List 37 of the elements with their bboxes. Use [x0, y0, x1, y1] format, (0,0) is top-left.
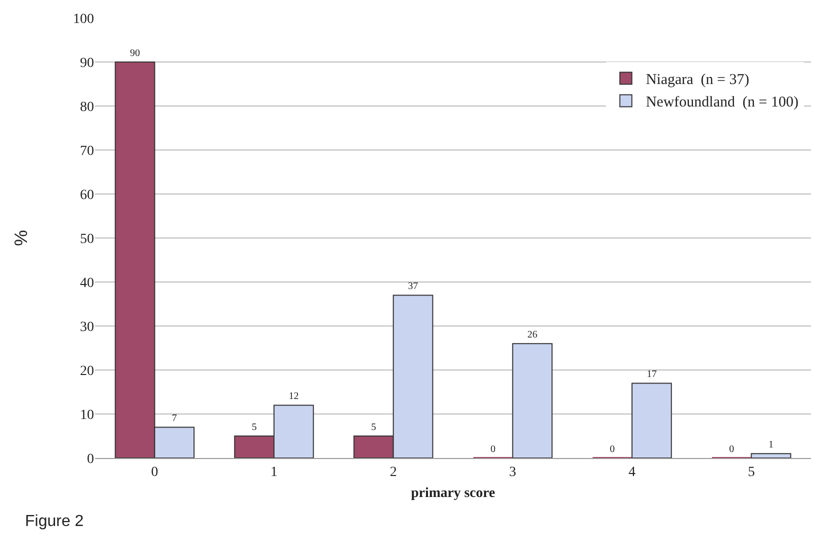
data-label: 0 — [729, 444, 734, 455]
bar — [632, 382, 672, 458]
x-tick-label: 4 — [628, 464, 636, 480]
y-tick-label: 60 — [80, 188, 94, 203]
data-label: 12 — [288, 391, 299, 402]
bar — [512, 343, 553, 458]
y-tick-label: 40 — [80, 276, 94, 291]
data-label: 0 — [610, 444, 615, 455]
caption: Figure 2 — [25, 513, 84, 530]
data-label: 5 — [371, 422, 376, 433]
data-label: 37 — [408, 281, 418, 292]
x-tick-label: 3 — [509, 464, 516, 480]
data-label: 7 — [172, 413, 177, 424]
y-tick-label: 30 — [80, 320, 94, 335]
x-tick-label: 1 — [270, 464, 278, 480]
data-label: 5 — [252, 422, 257, 433]
y-tick-label: 50 — [80, 232, 94, 247]
legend-label: Newfoundland (n = 100) — [646, 94, 798, 111]
y-tick-label: 100 — [73, 12, 94, 27]
x-tick-label: 2 — [390, 464, 397, 480]
y-tick-label: 80 — [80, 100, 94, 115]
data-label: 17 — [646, 369, 657, 380]
y-tick-label: 0 — [87, 452, 94, 467]
y-axis-title: % — [11, 230, 32, 246]
x-tick-label: 0 — [151, 464, 158, 480]
y-tick-label: 10 — [80, 408, 94, 423]
data-label: 90 — [130, 48, 140, 59]
data-label: 0 — [490, 444, 496, 455]
y-tick-label: 70 — [80, 144, 94, 159]
data-label: 26 — [527, 330, 538, 341]
data-label: 1 — [768, 440, 774, 451]
bar — [750, 453, 792, 458]
y-tick-label: 90 — [80, 56, 94, 71]
x-tick-label: 5 — [748, 464, 755, 480]
y-tick-label: 20 — [80, 364, 94, 379]
legend-label: Niagara (n = 37) — [646, 72, 750, 88]
x-axis-title: primary score — [410, 486, 496, 502]
